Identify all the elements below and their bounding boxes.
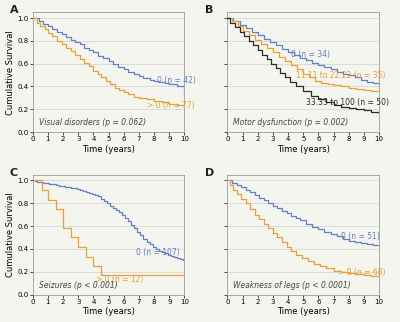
Text: 0 (n = 51): 0 (n = 51) [341, 232, 380, 241]
Text: Motor dysfunction (p = 0.002): Motor dysfunction (p = 0.002) [234, 118, 349, 127]
X-axis label: Time (years): Time (years) [277, 145, 330, 154]
X-axis label: Time (years): Time (years) [82, 145, 135, 154]
Y-axis label: Cumulative Survival: Cumulative Survival [6, 192, 14, 277]
Text: C: C [10, 167, 18, 177]
Text: Visual disorders (p = 0.062): Visual disorders (p = 0.062) [39, 118, 146, 127]
Text: B: B [205, 5, 213, 15]
Text: > 0 (n = 77): > 0 (n = 77) [146, 101, 194, 110]
Text: 0 (n = 42): 0 (n = 42) [157, 76, 196, 85]
Text: 33.33 to 100 (n = 50): 33.33 to 100 (n = 50) [306, 98, 389, 107]
Text: D: D [205, 167, 214, 177]
X-axis label: Time (years): Time (years) [82, 308, 135, 317]
Text: 0 (n = 34): 0 (n = 34) [291, 50, 330, 59]
X-axis label: Time (years): Time (years) [277, 308, 330, 317]
Text: Seizures (p < 0.001): Seizures (p < 0.001) [39, 281, 118, 290]
Text: > 0 (n = 12): > 0 (n = 12) [96, 275, 144, 284]
Text: 11.11 to 22.22 (n = 35): 11.11 to 22.22 (n = 35) [296, 71, 385, 80]
Text: Weakness of legs (p < 0.0001): Weakness of legs (p < 0.0001) [234, 281, 351, 290]
Y-axis label: Cumulative Survival: Cumulative Survival [6, 30, 14, 115]
Text: > 0 (n = 68): > 0 (n = 68) [338, 268, 386, 277]
Text: A: A [10, 5, 19, 15]
Text: 0 (n = 107): 0 (n = 107) [136, 248, 180, 257]
